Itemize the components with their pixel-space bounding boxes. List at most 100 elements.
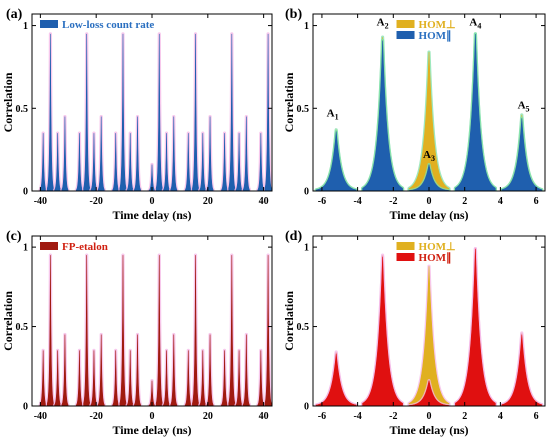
peak-0-13 [155, 255, 163, 406]
peak-0-18 [199, 133, 207, 191]
panel-1: -6 -4 -2 0 2 4 6 0 0.5 1 Time delay (ns) Correlatio… [282, 7, 546, 222]
y-tick-label: 0 [23, 402, 28, 413]
y-tick-label: 1 [23, 21, 28, 32]
legend-label: Low-loss count rate [62, 19, 154, 31]
legend: FP-etalon [40, 241, 108, 253]
x-axis-title: Time delay (ns) [389, 208, 468, 222]
peak-0-9 [119, 255, 127, 406]
x-tick-label: 20 [203, 411, 213, 422]
legend-swatch [40, 20, 58, 28]
y-tick-label: 1 [304, 21, 309, 32]
peak-0-23 [242, 334, 250, 406]
legend-swatch [396, 242, 415, 250]
peak-0-8 [112, 133, 120, 191]
x-tick-label: 40 [259, 411, 269, 422]
peak-0-5 [83, 33, 91, 191]
y-tick-label: 0.5 [16, 322, 29, 333]
peak-0-2 [54, 350, 62, 406]
peak-0-2 [54, 133, 62, 191]
peak-0-3 [61, 116, 69, 191]
peak-1-1 [362, 256, 403, 406]
x-tick-label: 0 [427, 411, 432, 422]
peak-0-15 [170, 334, 178, 406]
peak-0-25 [264, 255, 272, 406]
peak-0-0 [39, 350, 47, 406]
peak-1-2 [408, 164, 450, 191]
x-tick-label: -40 [34, 196, 47, 207]
peak-0-21 [228, 33, 236, 191]
peak-0-16 [184, 350, 192, 406]
peak-0-2 [408, 266, 450, 406]
plot-area [314, 247, 544, 406]
y-tick-label: 0.5 [16, 104, 29, 115]
x-axis-title: Time delay (ns) [112, 423, 191, 437]
panel-3: -6 -4 -2 0 2 4 6 0 0.5 1 Time delay (ns) Correlatio… [282, 229, 546, 437]
peak-0-19 [206, 116, 214, 191]
peak-0-14 [163, 133, 170, 191]
legend-swatch [40, 242, 58, 250]
x-tick-label: -4 [353, 196, 361, 207]
peak-0-1 [46, 255, 54, 406]
peak-0-16 [184, 133, 192, 191]
y-tick-label: 0.5 [297, 322, 310, 333]
legend-swatch [396, 253, 415, 261]
x-tick-label: 6 [534, 196, 539, 207]
y-tick-label: 0 [304, 187, 309, 198]
x-tick-label: 2 [462, 411, 467, 422]
peak-0-12 [148, 164, 156, 191]
peak-0-12 [148, 380, 156, 406]
peak-0-18 [199, 350, 207, 406]
panel-label: (d) [285, 229, 302, 244]
legend: HOM⊥HOM∥ [396, 19, 456, 42]
peak-0-14 [163, 350, 170, 406]
y-axis-title: Correlation [282, 291, 296, 351]
panel-label: (c) [6, 229, 22, 244]
y-axis-title: Correlation [282, 72, 296, 132]
peak-0-0 [39, 133, 47, 191]
peak-0-11 [134, 116, 141, 191]
legend-label: HOM⊥ [419, 241, 456, 253]
peak-0-17 [192, 33, 199, 191]
peak-0-4 [76, 350, 83, 406]
peak-0-15 [170, 116, 178, 191]
peak-0-2 [408, 52, 450, 191]
peak-1-4 [501, 118, 543, 191]
peak-0-22 [235, 133, 243, 191]
y-tick-label: 1 [304, 243, 309, 254]
x-tick-label: -40 [34, 411, 47, 422]
x-tick-label: 4 [498, 411, 503, 422]
x-tick-label: 20 [203, 196, 213, 207]
peak-0-25 [264, 33, 272, 191]
peak-1-0 [315, 131, 357, 191]
peak-0-1 [46, 33, 54, 191]
y-axis-title: Correlation [1, 291, 15, 351]
peak-0-13 [155, 33, 163, 191]
peak-0-5 [83, 255, 91, 406]
x-tick-label: 0 [427, 196, 432, 207]
peak-0-19 [206, 334, 214, 406]
y-tick-label: 0 [304, 402, 309, 413]
peak-0-7 [97, 116, 105, 191]
x-tick-label: -6 [318, 411, 326, 422]
y-tick-label: 0 [23, 187, 28, 198]
x-tick-label: -2 [389, 196, 397, 207]
peak-0-21 [228, 255, 236, 406]
legend-label: HOM⊥ [419, 19, 456, 31]
peak-annotation: A4 [469, 17, 481, 31]
peak-0-4 [76, 133, 83, 191]
x-axis-title: Time delay (ns) [389, 423, 468, 437]
x-tick-label: 40 [259, 196, 269, 207]
legend: HOM⊥HOM∥ [396, 241, 456, 264]
legend-label: HOM∥ [419, 30, 452, 42]
peak-annotation: A3 [423, 149, 435, 163]
panel-label: (a) [6, 7, 23, 22]
peak-0-11 [134, 334, 141, 406]
peak-1-2 [408, 380, 450, 406]
x-tick-label: 4 [498, 196, 503, 207]
peak-0-10 [126, 133, 134, 191]
panel-label: (b) [285, 7, 302, 22]
legend-swatch [396, 20, 415, 28]
peak-0-10 [126, 350, 134, 406]
peak-1-4 [501, 334, 543, 406]
